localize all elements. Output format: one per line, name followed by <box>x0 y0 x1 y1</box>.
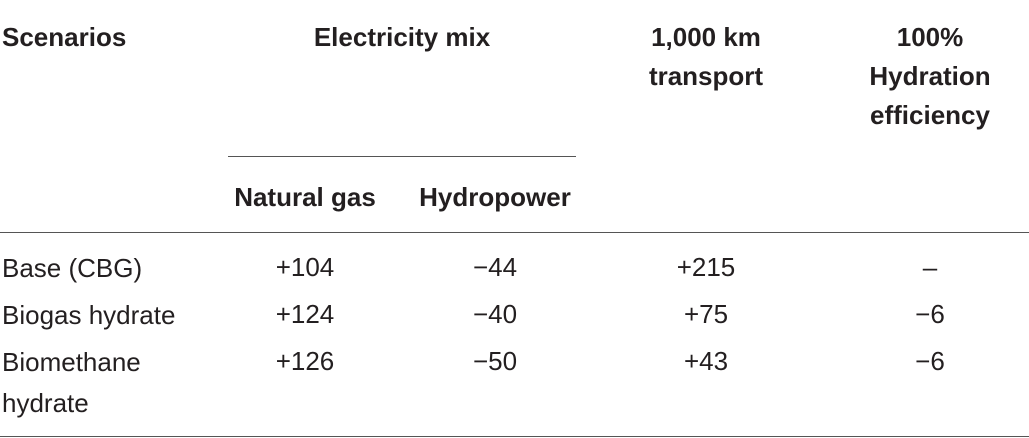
header-scenarios: Scenarios <box>2 22 127 52</box>
table-cell: −44 <box>472 252 518 282</box>
group-rule <box>228 156 576 157</box>
table-cell: +215 <box>676 252 736 282</box>
row-label: Biogas hydrate <box>2 300 176 330</box>
table-cell: −6 <box>915 299 945 329</box>
row-label: Base (CBG) <box>2 253 143 283</box>
table-cell: +43 <box>683 346 729 376</box>
bottom-rule <box>0 436 1029 437</box>
header-rule <box>0 232 1029 233</box>
table-cell: −40 <box>472 299 518 329</box>
table-cell: +124 <box>275 299 335 329</box>
header-hydropower: Hydropower <box>419 182 571 212</box>
row-label: Biomethane hydrate <box>2 347 141 418</box>
table-cell: – <box>922 252 938 282</box>
table-cell: −50 <box>472 346 518 376</box>
header-transport: 1,000 km transport <box>648 22 764 91</box>
table-cell: −6 <box>915 346 945 376</box>
table-cell: +126 <box>275 346 335 376</box>
header-natural-gas: Natural gas <box>234 182 376 212</box>
table-cell: +75 <box>683 299 729 329</box>
header-electricity-mix: Electricity mix <box>313 22 491 52</box>
header-hydration: 100% Hydration efficiency <box>869 22 991 130</box>
table-cell: +104 <box>275 252 335 282</box>
